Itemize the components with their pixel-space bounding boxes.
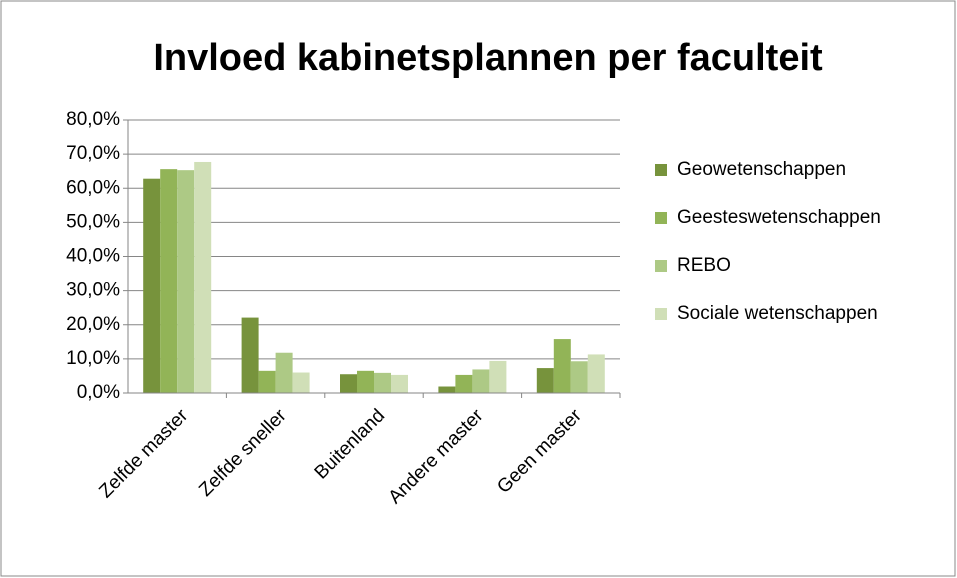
legend-swatch <box>655 308 667 320</box>
chart-title: Invloed kabinetsplannen per faculteit <box>153 37 823 79</box>
y-tick-label: 70,0% <box>66 143 120 164</box>
bar <box>241 317 259 393</box>
y-tick-label: 20,0% <box>66 314 120 335</box>
legend-swatch <box>655 212 667 224</box>
bar <box>455 374 473 393</box>
bar <box>536 368 554 393</box>
y-tick-label: 0,0% <box>77 382 120 403</box>
bar <box>587 354 605 393</box>
bar <box>340 374 357 393</box>
bar <box>438 386 456 393</box>
bar <box>194 161 212 393</box>
y-tick-label: 80,0% <box>66 109 120 130</box>
bar <box>374 372 391 393</box>
bar <box>275 352 293 393</box>
bar <box>177 170 195 393</box>
bar <box>143 178 161 393</box>
legend-label: Geesteswetenschappen <box>677 207 881 228</box>
bar <box>258 370 276 393</box>
bar <box>570 361 588 393</box>
bar <box>292 372 310 393</box>
bar <box>489 360 507 393</box>
y-tick-label: 30,0% <box>66 280 120 301</box>
legend-swatch <box>655 164 667 176</box>
bar <box>553 339 571 393</box>
y-tick-label: 10,0% <box>66 348 120 369</box>
legend-label: Geowetenschappen <box>677 159 846 180</box>
bar <box>391 374 408 393</box>
y-tick-label: 40,0% <box>66 246 120 267</box>
legend-swatch <box>655 260 667 272</box>
y-tick-label: 60,0% <box>66 177 120 198</box>
y-tick-label: 50,0% <box>66 211 120 232</box>
bar <box>472 369 490 393</box>
bar <box>357 370 374 393</box>
legend-label: REBO <box>677 255 731 276</box>
legend-label: Sociale wetenschappen <box>677 303 878 324</box>
bar <box>160 169 178 393</box>
